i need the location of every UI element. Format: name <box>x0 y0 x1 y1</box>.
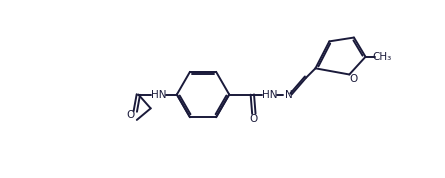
Text: CH₃: CH₃ <box>373 52 392 62</box>
Text: O: O <box>250 114 258 124</box>
Text: O: O <box>349 74 357 84</box>
Text: HN: HN <box>150 90 166 100</box>
Text: HN: HN <box>262 90 277 100</box>
Text: O: O <box>126 110 135 120</box>
Text: N: N <box>285 90 292 100</box>
